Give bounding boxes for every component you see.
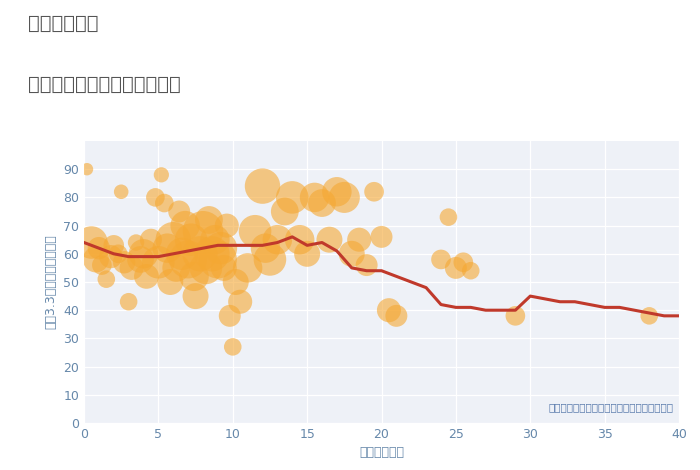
Point	[168, 236, 179, 243]
Point	[188, 273, 199, 280]
Point	[230, 278, 241, 286]
Point	[376, 233, 387, 241]
Point	[190, 292, 201, 300]
Point	[150, 194, 161, 201]
Point	[164, 278, 176, 286]
Point	[118, 258, 130, 266]
Point	[212, 256, 223, 263]
Point	[153, 258, 164, 266]
Point	[174, 208, 185, 215]
Point	[242, 264, 253, 272]
Point	[309, 194, 320, 201]
Point	[138, 250, 149, 258]
Point	[216, 244, 227, 252]
Point	[179, 222, 190, 229]
Point	[162, 244, 173, 252]
Point	[260, 244, 271, 252]
Point	[159, 199, 170, 207]
Point	[113, 250, 124, 258]
Point	[510, 312, 521, 320]
Point	[105, 253, 116, 260]
Point	[302, 250, 313, 258]
Point	[200, 264, 211, 272]
Point	[316, 199, 328, 207]
Point	[435, 256, 447, 263]
Point	[203, 216, 214, 224]
Point	[265, 256, 276, 263]
Point	[384, 306, 395, 314]
Point	[206, 250, 218, 258]
Text: 築年数別中古マンション価格: 築年数別中古マンション価格	[28, 75, 181, 94]
Point	[81, 165, 92, 173]
Text: 三重県松阪駅: 三重県松阪駅	[28, 14, 99, 33]
Point	[101, 275, 112, 283]
Point	[130, 239, 141, 246]
Point	[644, 312, 655, 320]
Point	[450, 264, 461, 272]
Point	[391, 312, 402, 320]
Point	[108, 242, 119, 249]
Point	[443, 213, 454, 221]
Point	[93, 244, 104, 252]
X-axis label: 築年数（年）: 築年数（年）	[359, 446, 404, 459]
Point	[324, 236, 335, 243]
Point	[331, 188, 342, 196]
Point	[135, 256, 146, 263]
Point	[186, 236, 197, 243]
Point	[116, 188, 127, 196]
Y-axis label: 坪（3.3㎡）単価（万円）: 坪（3.3㎡）単価（万円）	[45, 235, 57, 329]
Point	[287, 194, 298, 201]
Point	[465, 267, 476, 274]
Point	[123, 298, 134, 306]
Point	[227, 343, 238, 351]
Point	[234, 298, 246, 306]
Text: 円の大きさは、取引のあった物件面積を示す: 円の大きさは、取引のあった物件面積を示す	[548, 402, 673, 412]
Point	[279, 208, 290, 215]
Point	[339, 194, 350, 201]
Point	[224, 312, 235, 320]
Point	[126, 264, 137, 272]
Point	[458, 258, 469, 266]
Point	[249, 227, 260, 235]
Point	[86, 239, 97, 246]
Point	[368, 188, 379, 196]
Point	[96, 261, 108, 269]
Point	[257, 182, 268, 190]
Point	[141, 273, 152, 280]
Point	[195, 250, 206, 258]
Point	[354, 236, 365, 243]
Point	[272, 236, 283, 243]
Point	[171, 264, 182, 272]
Point	[361, 261, 372, 269]
Point	[90, 256, 101, 263]
Point	[176, 250, 188, 258]
Point	[221, 222, 232, 229]
Point	[146, 236, 157, 243]
Point	[218, 264, 230, 272]
Point	[183, 256, 194, 263]
Point	[209, 236, 220, 243]
Point	[197, 227, 209, 235]
Point	[346, 250, 357, 258]
Point	[294, 236, 305, 243]
Point	[156, 171, 167, 179]
